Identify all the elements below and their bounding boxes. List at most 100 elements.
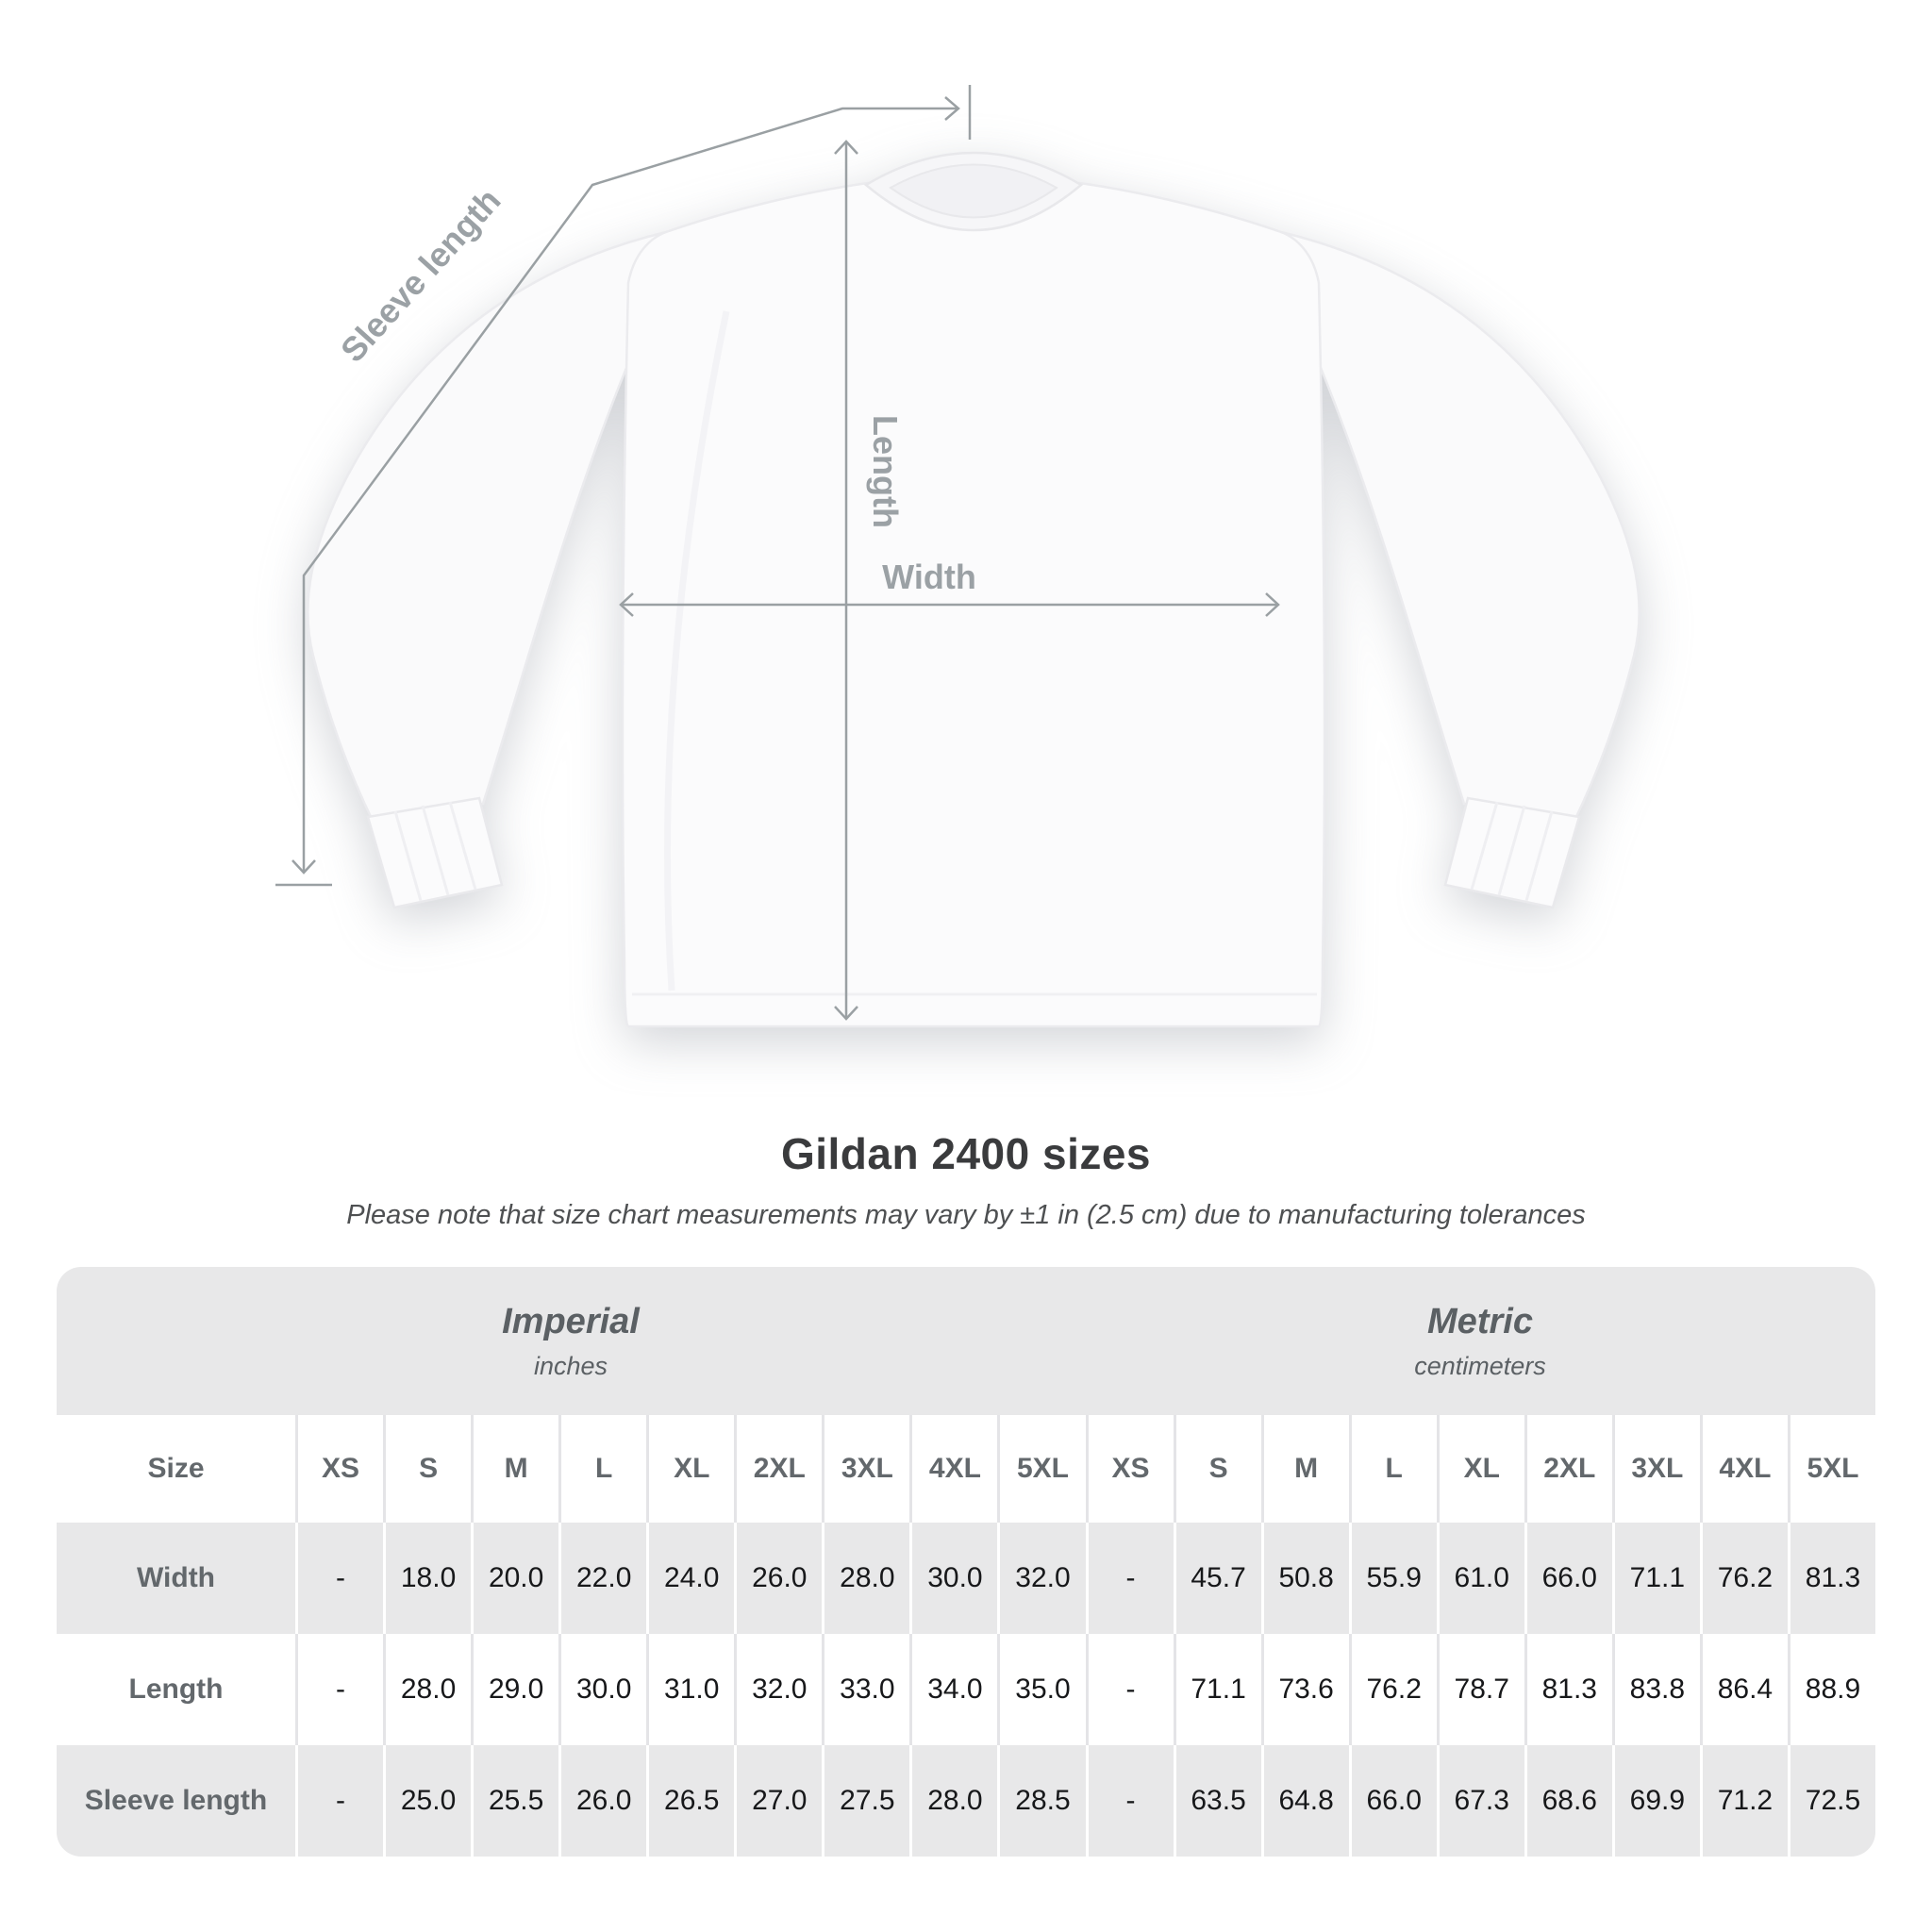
imperial-unit-group: Imperial inches	[57, 1267, 1085, 1415]
size-header-metric: 2XL	[1524, 1415, 1612, 1523]
sleeve-length-arrow	[275, 85, 972, 887]
shirt-illustration: Sleeve length Length Width	[275, 85, 1641, 1028]
value-imperial: 30.0	[558, 1634, 647, 1745]
size-header-imperial: XS	[295, 1415, 384, 1523]
right-sleeve	[1279, 230, 1641, 824]
right-cuff-ribbing	[1470, 801, 1554, 902]
value-metric: 72.5	[1787, 1745, 1875, 1857]
imperial-label: Imperial	[502, 1301, 640, 1341]
value-metric: 64.8	[1260, 1745, 1349, 1857]
value-imperial: 30.0	[909, 1523, 998, 1634]
value-imperial: 18.0	[383, 1523, 472, 1634]
value-imperial: 26.5	[646, 1745, 735, 1857]
size-header-imperial: L	[558, 1415, 647, 1523]
metric-unit: centimeters	[1414, 1351, 1546, 1380]
value-metric: 71.2	[1699, 1745, 1788, 1857]
value-imperial: 32.0	[997, 1523, 1086, 1634]
value-metric: 81.3	[1787, 1523, 1875, 1634]
value-metric: 88.9	[1787, 1634, 1875, 1745]
value-metric: 73.6	[1260, 1634, 1349, 1745]
value-metric: 50.8	[1260, 1523, 1349, 1634]
size-corner-header: Size	[57, 1415, 295, 1523]
width-arrow	[619, 592, 1280, 617]
size-header-metric: 5XL	[1787, 1415, 1875, 1523]
collar-inner	[889, 163, 1058, 219]
value-imperial: 27.5	[822, 1745, 910, 1857]
value-imperial: 28.5	[997, 1745, 1086, 1857]
metric-label: Metric	[1427, 1301, 1533, 1341]
value-imperial: 33.0	[822, 1634, 910, 1745]
size-header-metric: XS	[1085, 1415, 1174, 1523]
size-header-metric: 3XL	[1611, 1415, 1700, 1523]
length-label: Length	[866, 415, 905, 528]
row-label: Width	[57, 1523, 295, 1634]
size-grid: Size XS S M L XL 2XL 3XL 4XL 5XL XS S M L XL 2XL 3XL 4XL 5…	[57, 1415, 1875, 1857]
value-metric: 86.4	[1699, 1634, 1788, 1745]
size-header-imperial: 5XL	[997, 1415, 1086, 1523]
value-imperial: -	[295, 1745, 384, 1857]
value-imperial: 29.0	[471, 1634, 559, 1745]
value-metric: 66.0	[1524, 1523, 1612, 1634]
tolerance-note: Please note that size chart measurements…	[346, 1200, 1586, 1230]
value-imperial: 27.0	[734, 1745, 823, 1857]
value-metric: 45.7	[1173, 1523, 1261, 1634]
value-imperial: 34.0	[909, 1634, 998, 1745]
size-table: Imperial inches Metric centimeters Size X…	[57, 1267, 1875, 1857]
size-header-imperial: M	[471, 1415, 559, 1523]
value-metric: 71.1	[1173, 1634, 1261, 1745]
left-cuff-ribbing	[393, 801, 477, 902]
value-imperial: 26.0	[734, 1523, 823, 1634]
value-metric: 61.0	[1436, 1523, 1524, 1634]
value-metric: 81.3	[1524, 1634, 1612, 1745]
size-header-metric: L	[1348, 1415, 1437, 1523]
value-metric: 83.8	[1611, 1634, 1700, 1745]
value-imperial: 28.0	[822, 1523, 910, 1634]
size-header-imperial: S	[383, 1415, 472, 1523]
value-imperial: -	[295, 1523, 384, 1634]
value-imperial: 32.0	[734, 1634, 823, 1745]
value-imperial: 24.0	[646, 1523, 735, 1634]
value-imperial: 28.0	[383, 1634, 472, 1745]
size-header-imperial: XL	[646, 1415, 735, 1523]
size-header-metric: XL	[1436, 1415, 1524, 1523]
metric-unit-group: Metric centimeters	[1085, 1267, 1875, 1415]
width-label: Width	[882, 558, 976, 596]
unit-band: Imperial inches Metric centimeters	[57, 1267, 1875, 1415]
size-header-metric: S	[1173, 1415, 1261, 1523]
value-metric: 78.7	[1436, 1634, 1524, 1745]
value-imperial: 22.0	[558, 1523, 647, 1634]
shirt-size-diagram: Sleeve length Length Width	[275, 85, 1641, 1028]
value-metric: -	[1085, 1634, 1174, 1745]
value-metric: 63.5	[1173, 1745, 1261, 1857]
size-header-imperial: 3XL	[822, 1415, 910, 1523]
value-metric: 76.2	[1348, 1634, 1437, 1745]
value-metric: 66.0	[1348, 1745, 1437, 1857]
length-arrow	[834, 140, 858, 1021]
value-metric: 69.9	[1611, 1745, 1700, 1857]
value-metric: 55.9	[1348, 1523, 1437, 1634]
value-imperial: 31.0	[646, 1634, 735, 1745]
row-label: Length	[57, 1634, 295, 1745]
value-imperial: 25.0	[383, 1745, 472, 1857]
size-header-imperial: 4XL	[909, 1415, 998, 1523]
value-metric: 67.3	[1436, 1745, 1524, 1857]
value-imperial: 20.0	[471, 1523, 559, 1634]
value-imperial: 26.0	[558, 1745, 647, 1857]
value-metric: 68.6	[1524, 1745, 1612, 1857]
heading: Gildan 2400 sizes Please note that size …	[0, 1128, 1932, 1231]
measurement-arrows	[275, 85, 1280, 1021]
page-title: Gildan 2400 sizes	[780, 1129, 1152, 1178]
size-header-metric: M	[1260, 1415, 1349, 1523]
value-metric: 71.1	[1611, 1523, 1700, 1634]
imperial-unit: inches	[533, 1351, 608, 1380]
value-imperial: -	[295, 1634, 384, 1745]
value-metric: 76.2	[1699, 1523, 1788, 1634]
size-header-imperial: 2XL	[734, 1415, 823, 1523]
value-metric: -	[1085, 1745, 1174, 1857]
value-imperial: 25.5	[471, 1745, 559, 1857]
value-imperial: 35.0	[997, 1634, 1086, 1745]
row-label: Sleeve length	[57, 1745, 295, 1857]
value-imperial: 28.0	[909, 1745, 998, 1857]
fold-line	[664, 310, 730, 991]
size-header-metric: 4XL	[1699, 1415, 1788, 1523]
